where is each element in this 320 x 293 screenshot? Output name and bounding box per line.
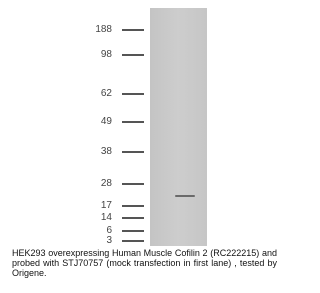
- marker-label: 62: [70, 89, 112, 99]
- marker-label: 49: [70, 117, 112, 127]
- figure: 188 98 62 49 38 28 17 14 6 3 HEK293 over…: [0, 0, 293, 293]
- caption: HEK293 overexpressing Human Muscle Cofil…: [12, 248, 277, 278]
- marker-label: 17: [70, 201, 112, 211]
- marker-line: [122, 93, 144, 95]
- marker-label: 14: [70, 213, 112, 223]
- marker-line: [122, 240, 144, 242]
- marker-line: [122, 121, 144, 123]
- marker-line: [122, 230, 144, 232]
- marker-label: 188: [70, 25, 112, 35]
- marker-line: [122, 151, 144, 153]
- marker-label: 3: [70, 236, 112, 246]
- marker-line: [122, 183, 144, 185]
- marker-label: 98: [70, 50, 112, 60]
- marker-line: [122, 217, 144, 219]
- marker-line: [122, 205, 144, 207]
- marker-label: 28: [70, 179, 112, 189]
- protein-band: [175, 195, 195, 197]
- marker-line: [122, 29, 144, 31]
- marker-label: 38: [70, 147, 112, 157]
- marker-line: [122, 54, 144, 56]
- gel-lane: [150, 8, 207, 246]
